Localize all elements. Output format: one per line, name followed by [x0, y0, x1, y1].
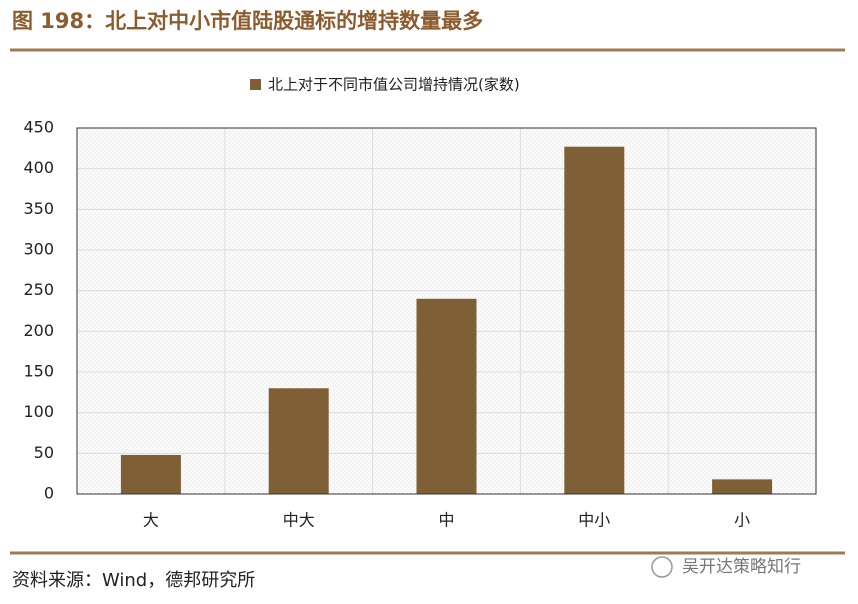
x-tick-label: 中小 — [578, 511, 610, 530]
y-tick-label: 350 — [23, 199, 54, 218]
x-tick-label: 中大 — [283, 511, 315, 530]
x-tick-label: 大 — [143, 511, 159, 530]
y-tick-label: 450 — [23, 118, 54, 137]
legend-label: 北上对于不同市值公司增持情况(家数) — [268, 76, 520, 94]
y-tick-label: 100 — [23, 402, 54, 421]
bar — [712, 479, 773, 494]
watermark: 吴开达策略知行 — [682, 557, 801, 577]
y-tick-label: 50 — [34, 443, 54, 462]
x-tick-label: 小 — [734, 511, 750, 530]
y-tick-label: 300 — [23, 240, 54, 259]
y-tick-label: 250 — [23, 280, 54, 299]
bar — [564, 146, 625, 494]
y-tick-label: 0 — [44, 484, 54, 503]
y-tick-label: 400 — [23, 158, 54, 177]
x-tick-label: 中 — [438, 511, 454, 530]
chart-title: 图 198：北上对中小市值陆股通标的增持数量最多 — [12, 9, 483, 33]
y-tick-label: 200 — [23, 321, 54, 340]
bar — [268, 388, 329, 494]
bar — [120, 454, 181, 494]
legend-swatch — [250, 79, 261, 90]
source-note: 资料来源：Wind，德邦研究所 — [12, 570, 255, 591]
bar — [416, 298, 477, 494]
plot-frame — [76, 127, 817, 495]
watermark-icon — [651, 556, 673, 578]
y-tick-label: 150 — [23, 362, 54, 381]
